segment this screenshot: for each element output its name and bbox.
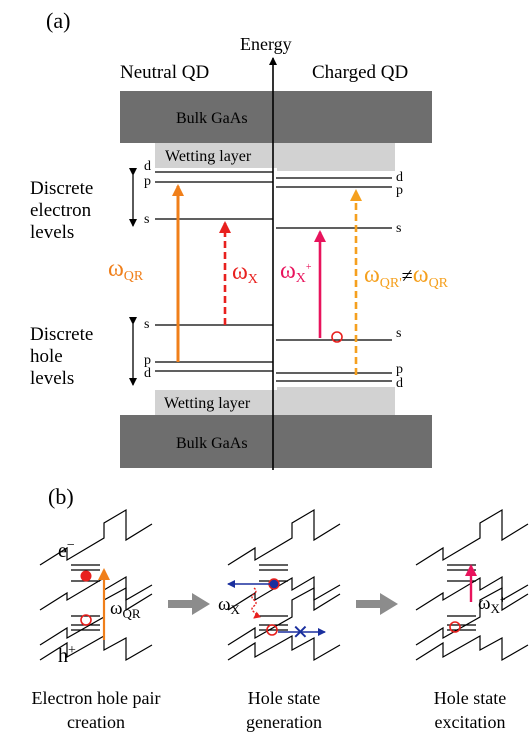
caption-2-line1: Hole state bbox=[248, 688, 320, 708]
label-p-hole-left: p bbox=[144, 353, 151, 368]
energy-axis-label: Energy bbox=[240, 34, 292, 54]
electron-label: e− bbox=[58, 538, 75, 562]
omega-qr-label: ωQR bbox=[108, 256, 144, 284]
electron-group-line1: Discrete bbox=[30, 178, 93, 199]
neutral-qd-title: Neutral QD bbox=[120, 62, 209, 83]
label-p-hole-right: p bbox=[396, 362, 403, 377]
blocked-cross: ✕ bbox=[292, 622, 309, 644]
label-d-hole-right: d bbox=[396, 376, 403, 391]
electron-dot-b1 bbox=[80, 570, 92, 582]
caption-1-line1: Electron hole pair bbox=[32, 688, 161, 708]
hole-circle-b2 bbox=[266, 624, 278, 636]
label-d-electron-left: d bbox=[144, 159, 151, 174]
label-s-electron-left: s bbox=[144, 212, 149, 227]
electron-group-line2: electron bbox=[30, 200, 92, 221]
charged-qd-title: Charged QD bbox=[312, 62, 408, 83]
hole-group-line1: Discrete bbox=[30, 324, 93, 345]
hole-group-line3: levels bbox=[30, 368, 74, 389]
caption-3-line1: Hole state bbox=[434, 688, 506, 708]
omega-x-label-b2: ωX bbox=[218, 594, 241, 617]
omega-x-plus-label: ωX+ bbox=[280, 258, 312, 286]
wetting-layer-top-label: Wetting layer bbox=[165, 148, 252, 165]
neutral-levels bbox=[155, 171, 273, 372]
band-diagram-2 bbox=[227, 508, 341, 662]
label-p-electron-left: p bbox=[144, 174, 151, 189]
electron-group-line3: levels bbox=[30, 222, 74, 243]
omega-qr-prime-label: ωQR'≠ωQR bbox=[364, 262, 449, 291]
hole-label: h+ bbox=[58, 643, 76, 667]
bulk-gaas-bottom-label: Bulk GaAs bbox=[176, 435, 248, 452]
hole-circle-b3 bbox=[449, 621, 461, 633]
panel-a-label: (a) bbox=[46, 8, 70, 33]
label-p-electron-right: p bbox=[396, 183, 403, 198]
process-arrow-2 bbox=[356, 593, 398, 615]
caption-1-line2: creation bbox=[67, 712, 125, 732]
bulk-gaas-top-label: Bulk GaAs bbox=[176, 110, 248, 127]
wetting-layer-bottom-left bbox=[155, 390, 277, 415]
label-d-hole-left: d bbox=[144, 366, 151, 381]
bulk-gaas-top bbox=[120, 91, 432, 143]
label-s-electron-right: s bbox=[396, 221, 401, 236]
label-s-hole-left: s bbox=[144, 317, 149, 332]
hole-group-line2: hole bbox=[30, 346, 63, 367]
process-arrow-1 bbox=[168, 593, 210, 615]
band-diagram-1 bbox=[39, 508, 153, 662]
wetting-layer-top-left bbox=[155, 143, 277, 168]
omega-x-label: ωX bbox=[232, 259, 258, 287]
caption-3-line2: excitation bbox=[435, 712, 506, 732]
bulk-gaas-bottom bbox=[120, 415, 432, 468]
omega-x-wavy-arrow bbox=[251, 587, 261, 619]
panel-b-label: (b) bbox=[48, 484, 74, 509]
caption-2-line2: generation bbox=[246, 712, 322, 732]
omega-x-plus-label-b3: ωX+ bbox=[478, 593, 506, 616]
wetting-layer-bottom-right bbox=[277, 387, 395, 415]
omega-qr-label-b1: ωQR bbox=[110, 598, 141, 621]
label-s-hole-right: s bbox=[396, 326, 401, 341]
hole-circle-b1 bbox=[80, 614, 92, 626]
label-d-electron-right: d bbox=[396, 170, 403, 185]
wetting-layer-top-right bbox=[277, 143, 395, 171]
band-diagram-3 bbox=[415, 508, 529, 662]
hole-circle-a bbox=[331, 331, 343, 343]
wetting-layer-bottom-label: Wetting layer bbox=[164, 395, 251, 412]
